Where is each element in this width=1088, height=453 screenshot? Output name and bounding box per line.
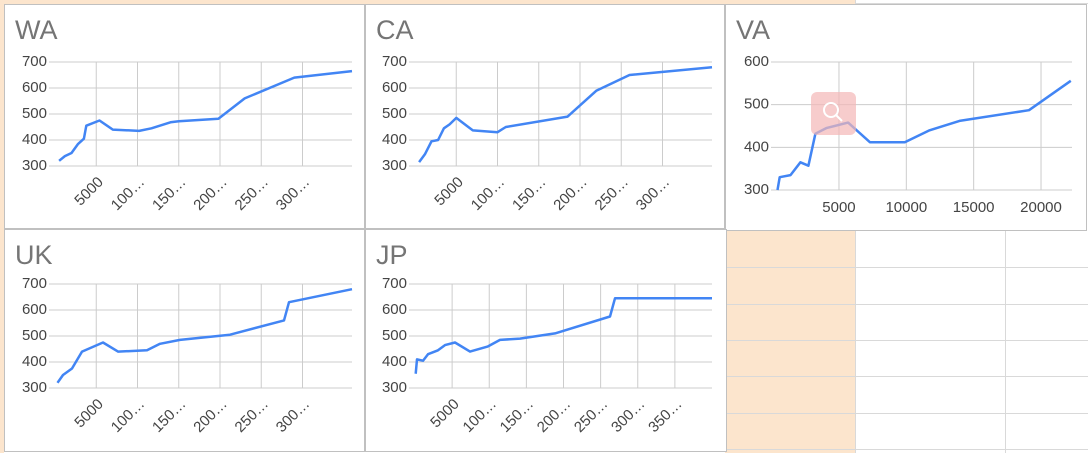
- y-tick-label: 700: [382, 275, 407, 292]
- y-tick-label: 500: [382, 327, 407, 344]
- y-tick-label: 500: [382, 105, 407, 122]
- y-tick-label: 500: [22, 327, 47, 344]
- chart-title: UK: [15, 240, 53, 270]
- y-tick-label: 600: [382, 79, 407, 96]
- highlight-strip: [0, 0, 4, 453]
- y-tick-label: 600: [22, 79, 47, 96]
- y-tick-label: 300: [22, 157, 47, 174]
- y-tick-label: 300: [382, 157, 407, 174]
- y-tick-label: 400: [744, 138, 769, 155]
- y-tick-label: 400: [382, 131, 407, 148]
- x-tick-label: 5000: [822, 199, 855, 216]
- explore-icon: [811, 92, 856, 135]
- y-tick-label: 300: [22, 379, 47, 396]
- chart-frame: [365, 229, 727, 452]
- x-tick-label: 10000: [885, 199, 927, 216]
- y-tick-label: 300: [382, 379, 407, 396]
- chart-title: WA: [15, 15, 58, 45]
- chart-frame: [4, 4, 365, 229]
- data-line: [58, 69, 353, 162]
- chart-title: VA: [736, 15, 770, 45]
- data-line: [418, 65, 713, 163]
- y-tick-label: 400: [22, 131, 47, 148]
- y-tick-label: 400: [22, 353, 47, 370]
- chart: JP3004005006007005000100…150…200…250…300…: [365, 229, 727, 452]
- chart-frame: [365, 4, 725, 229]
- data-line: [414, 297, 712, 374]
- y-tick-label: 400: [382, 353, 407, 370]
- y-tick-label: 500: [744, 96, 769, 113]
- icon-glyph: [823, 102, 839, 118]
- x-tick-label: 15000: [953, 199, 995, 216]
- y-tick-label: 300: [744, 181, 769, 198]
- chart-title: JP: [376, 240, 408, 270]
- y-tick-label: 600: [22, 301, 47, 318]
- y-tick-label: 600: [382, 301, 407, 318]
- icon-glyph: [835, 114, 843, 122]
- icon-background: [811, 92, 856, 135]
- y-tick-label: 700: [22, 53, 47, 70]
- chart: VA 300 400 500 600 5000 10000 15000 20000: [725, 4, 1087, 231]
- y-tick-label: 600: [744, 53, 769, 70]
- chart-title: CA: [376, 15, 414, 45]
- y-tick-label: 700: [22, 275, 47, 292]
- y-tick-label: 500: [22, 105, 47, 122]
- highlight-strip: [0, 0, 855, 4]
- x-tick-label: 20000: [1020, 199, 1062, 216]
- data-line: [56, 287, 353, 384]
- y-tick-label: 700: [382, 53, 407, 70]
